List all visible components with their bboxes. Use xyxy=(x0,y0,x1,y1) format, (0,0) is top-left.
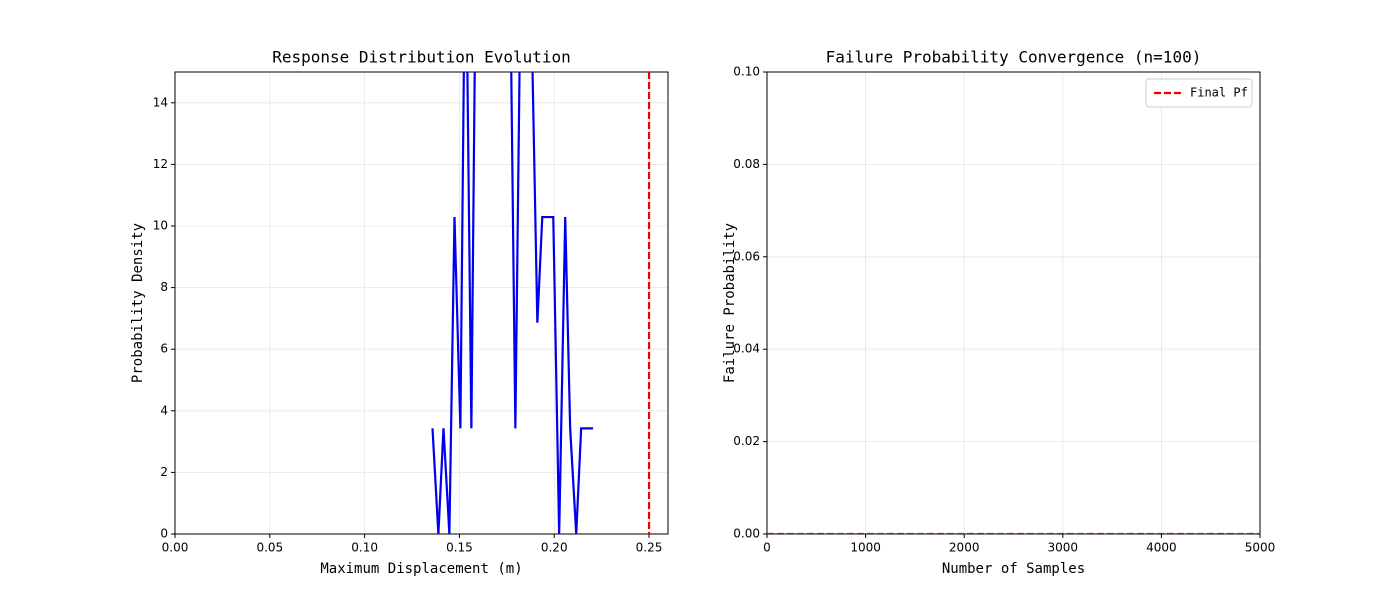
legend-box xyxy=(1145,78,1253,108)
y-tick-label: 6 xyxy=(160,342,168,356)
x-tick-label: 0.05 xyxy=(256,541,283,555)
axes-frame xyxy=(766,71,1261,535)
plot-area xyxy=(431,72,651,534)
x-tick-label: 0.25 xyxy=(636,541,663,555)
y-tick-label: 0.00 xyxy=(733,527,760,541)
legend-label: Final Pf xyxy=(1190,86,1248,100)
x-tick-label: 0.00 xyxy=(162,541,189,555)
y-tick-label: 2 xyxy=(160,465,168,479)
x-tick-label: 0.10 xyxy=(351,541,378,555)
y-tick-label: 4 xyxy=(160,403,168,417)
x-tick-label: 0.15 xyxy=(446,541,473,555)
x-tick-label: 3000 xyxy=(1048,541,1079,555)
y-axis-label: Failure Probability xyxy=(722,223,738,383)
y-axis-label: Probability Density xyxy=(130,223,146,383)
legend: Final Pf xyxy=(1145,78,1253,108)
x-tick-label: 0.20 xyxy=(541,541,568,555)
y-tick-label: 0.10 xyxy=(733,65,760,79)
x-tick-label: 0 xyxy=(763,541,771,555)
chart-title: Failure Probability Convergence (n=100) xyxy=(826,48,1202,67)
axes: 0.00 0.05 0.10 0.15 0.20 0.25 0 2 4 6 8 10 12 14 xyxy=(153,71,669,555)
y-tick-label: 14 xyxy=(153,95,168,109)
axes: 0 1000 2000 3000 4000 5000 0.00 0.02 0.04 0.06 0.0… xyxy=(733,65,1275,555)
x-tick-label: 4000 xyxy=(1146,541,1177,555)
x-axis-label: Number of Samples xyxy=(942,561,1085,577)
y-tick-label: 0.08 xyxy=(733,157,760,171)
x-tick-label: 5000 xyxy=(1245,541,1276,555)
axes-frame xyxy=(174,71,669,535)
x-tick-label: 2000 xyxy=(949,541,980,555)
x-axis-label: Maximum Displacement (m) xyxy=(320,561,522,577)
y-tick-label: 0.06 xyxy=(733,249,760,263)
data-line xyxy=(431,72,594,534)
y-tick-label: 0.02 xyxy=(733,434,760,448)
x-tick-label: 1000 xyxy=(850,541,881,555)
chart-title: Response Distribution Evolution xyxy=(272,48,571,67)
y-tick-label: 0 xyxy=(160,527,168,541)
y-tick-label: 8 xyxy=(160,280,168,294)
y-tick-label: 12 xyxy=(153,157,168,171)
y-tick-label: 0.04 xyxy=(733,342,760,356)
y-tick-label: 10 xyxy=(153,219,168,233)
